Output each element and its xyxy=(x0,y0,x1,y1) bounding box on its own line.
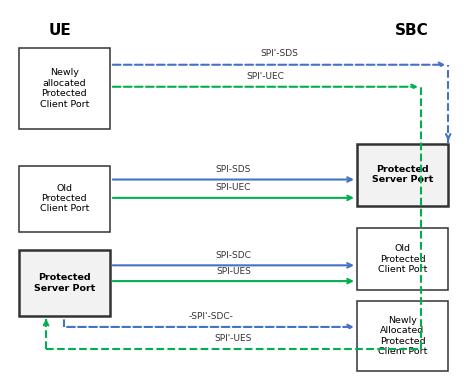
Text: SPI'-UEC: SPI'-UEC xyxy=(247,72,284,81)
Text: Newly
allocated
Protected
Client Port: Newly allocated Protected Client Port xyxy=(40,68,89,109)
FancyBboxPatch shape xyxy=(357,228,448,290)
Text: -SPI'-SDC-: -SPI'-SDC- xyxy=(188,312,233,322)
FancyBboxPatch shape xyxy=(19,48,110,129)
Text: SPI-UEC: SPI-UEC xyxy=(216,183,251,192)
Text: SPI'-UES: SPI'-UES xyxy=(215,334,252,344)
Text: SPI'-SDS: SPI'-SDS xyxy=(260,49,298,58)
Text: SPI-SDC: SPI-SDC xyxy=(216,251,251,260)
FancyBboxPatch shape xyxy=(357,144,448,206)
Text: SPI-UES: SPI-UES xyxy=(216,267,251,276)
Text: Protected
Server Port: Protected Server Port xyxy=(34,273,95,293)
Text: Old
Protected
Client Port: Old Protected Client Port xyxy=(40,184,89,213)
FancyBboxPatch shape xyxy=(357,301,448,371)
Text: Newly
Allocated
Protected
Client Port: Newly Allocated Protected Client Port xyxy=(378,316,427,356)
Text: Protected
Server Port: Protected Server Port xyxy=(372,165,433,185)
FancyBboxPatch shape xyxy=(19,250,110,316)
Text: UE: UE xyxy=(49,22,71,37)
Text: Old
Protected
Client Port: Old Protected Client Port xyxy=(378,244,427,274)
Text: SBC: SBC xyxy=(395,22,428,37)
Text: SPI-SDS: SPI-SDS xyxy=(216,165,251,174)
FancyBboxPatch shape xyxy=(19,166,110,232)
